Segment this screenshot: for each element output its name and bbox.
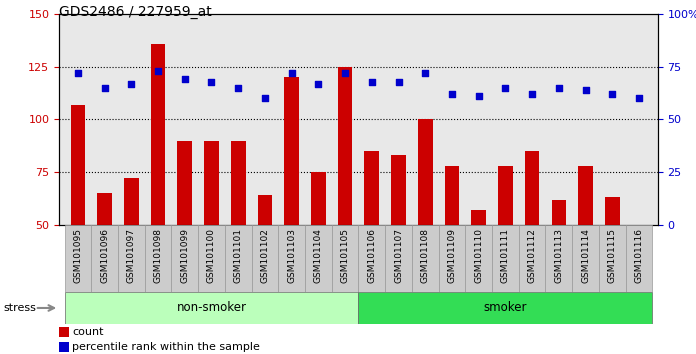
Text: GSM101095: GSM101095 — [73, 228, 82, 283]
Bar — [258, 195, 272, 330]
Bar — [91, 225, 118, 292]
Point — [126, 81, 137, 86]
Text: GSM101099: GSM101099 — [180, 228, 189, 283]
Text: GSM101115: GSM101115 — [608, 228, 617, 283]
Bar — [231, 141, 246, 330]
Bar — [171, 225, 198, 292]
Point — [72, 70, 84, 76]
Bar — [466, 225, 492, 292]
Text: stress: stress — [3, 303, 36, 313]
Text: smoker: smoker — [484, 302, 527, 314]
Bar — [251, 225, 278, 292]
Text: GSM101110: GSM101110 — [474, 228, 483, 283]
Bar — [498, 166, 513, 330]
Bar — [471, 210, 486, 330]
Text: GSM101116: GSM101116 — [635, 228, 644, 283]
Bar — [65, 225, 91, 292]
Bar — [391, 155, 406, 330]
Bar — [70, 105, 85, 330]
Text: GSM101109: GSM101109 — [448, 228, 457, 283]
Text: GSM101096: GSM101096 — [100, 228, 109, 283]
Bar — [65, 292, 358, 324]
Text: GSM101100: GSM101100 — [207, 228, 216, 283]
Bar — [59, 327, 69, 337]
Point — [232, 85, 244, 91]
Bar — [284, 78, 299, 330]
Point — [607, 91, 618, 97]
Bar — [204, 141, 219, 330]
Text: count: count — [72, 327, 104, 337]
Bar — [385, 225, 412, 292]
Bar — [225, 225, 251, 292]
Text: GSM101108: GSM101108 — [421, 228, 429, 283]
Bar — [311, 172, 326, 330]
Point — [633, 96, 644, 101]
Bar — [118, 225, 145, 292]
Point — [260, 96, 271, 101]
Bar — [578, 166, 593, 330]
Point — [99, 85, 110, 91]
Text: GDS2486 / 227959_at: GDS2486 / 227959_at — [59, 5, 212, 19]
Text: GSM101097: GSM101097 — [127, 228, 136, 283]
Bar — [632, 225, 647, 330]
Text: GSM101107: GSM101107 — [394, 228, 403, 283]
Text: GSM101101: GSM101101 — [234, 228, 243, 283]
Text: GSM101114: GSM101114 — [581, 228, 590, 283]
Bar — [599, 225, 626, 292]
Text: GSM101113: GSM101113 — [554, 228, 563, 283]
Point — [313, 81, 324, 86]
Bar — [572, 225, 599, 292]
Text: GSM101103: GSM101103 — [287, 228, 296, 283]
Bar — [412, 225, 438, 292]
Bar — [438, 225, 466, 292]
Point — [553, 85, 564, 91]
Bar — [418, 120, 433, 330]
Bar — [626, 225, 652, 292]
Bar — [525, 151, 539, 330]
Text: non-smoker: non-smoker — [177, 302, 246, 314]
Point — [152, 68, 164, 74]
Text: percentile rank within the sample: percentile rank within the sample — [72, 342, 260, 352]
Bar — [145, 225, 171, 292]
Bar — [278, 225, 305, 292]
Text: GSM101106: GSM101106 — [367, 228, 377, 283]
Bar — [332, 225, 358, 292]
Bar — [97, 193, 112, 330]
Bar — [365, 151, 379, 330]
Point — [473, 93, 484, 99]
Text: GSM101111: GSM101111 — [501, 228, 510, 283]
Point — [179, 76, 190, 82]
Text: GSM101104: GSM101104 — [314, 228, 323, 283]
Bar — [198, 225, 225, 292]
Point — [286, 70, 297, 76]
Point — [340, 70, 351, 76]
Point — [580, 87, 591, 93]
Bar — [551, 200, 567, 330]
Bar — [124, 178, 139, 330]
Bar — [305, 225, 332, 292]
Bar — [150, 44, 166, 330]
Text: GSM101112: GSM101112 — [528, 228, 537, 283]
Point — [366, 79, 377, 84]
Text: GSM101105: GSM101105 — [340, 228, 349, 283]
Text: GSM101102: GSM101102 — [260, 228, 269, 283]
Text: GSM101098: GSM101098 — [154, 228, 163, 283]
Point — [206, 79, 217, 84]
Bar — [445, 166, 459, 330]
Bar — [59, 342, 69, 353]
Bar — [358, 225, 385, 292]
Bar — [177, 141, 192, 330]
Bar — [519, 225, 546, 292]
Bar — [492, 225, 519, 292]
Bar — [358, 292, 652, 324]
Point — [393, 79, 404, 84]
Bar — [338, 67, 352, 330]
Bar — [546, 225, 572, 292]
Point — [446, 91, 457, 97]
Point — [420, 70, 431, 76]
Point — [527, 91, 538, 97]
Point — [500, 85, 511, 91]
Bar — [605, 198, 619, 330]
